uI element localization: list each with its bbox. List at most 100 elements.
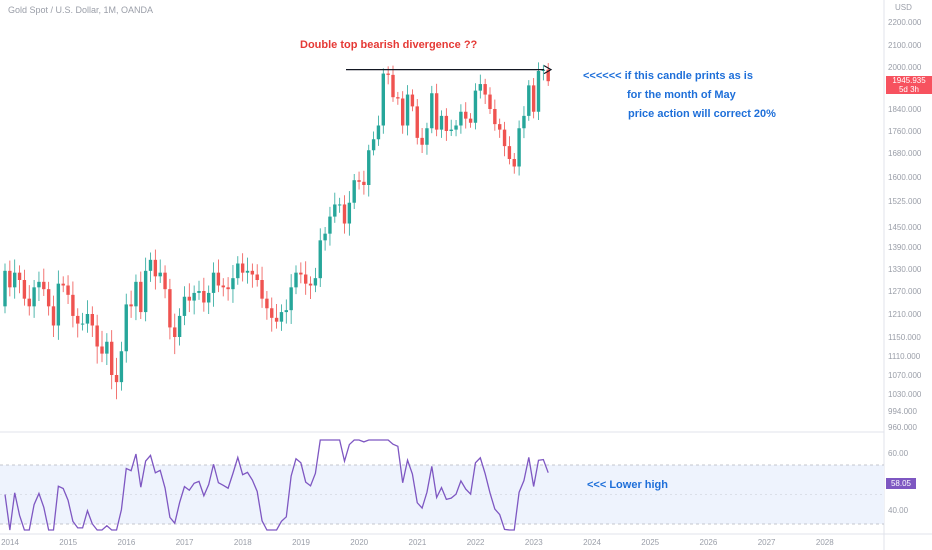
candle-body xyxy=(270,308,274,318)
year-tick: 2023 xyxy=(525,538,543,547)
price-tick: 2000.000 xyxy=(888,63,922,72)
candle-body xyxy=(105,341,109,354)
candle-body xyxy=(459,111,463,126)
candle-body xyxy=(221,285,225,288)
candle-body xyxy=(498,124,502,130)
divergence-annotation: Double top bearish divergence ?? xyxy=(300,39,478,51)
price-tick: 1330.000 xyxy=(888,265,922,274)
candle-body xyxy=(381,73,385,126)
symbol-title: Gold Spot / U.S. Dollar, 1M, OANDA xyxy=(8,5,154,15)
candle-body xyxy=(430,93,434,129)
candle-body xyxy=(46,289,51,307)
candle-body xyxy=(187,296,191,301)
candle-body xyxy=(211,272,216,293)
candle-body xyxy=(342,204,347,224)
candle-body xyxy=(42,281,46,290)
year-tick: 2017 xyxy=(176,538,194,547)
candle-body xyxy=(444,115,449,131)
price-tick: 1150.000 xyxy=(888,333,921,342)
candle-body xyxy=(66,285,70,295)
year-tick: 2014 xyxy=(1,538,19,547)
candle-body xyxy=(425,128,429,145)
candle-body xyxy=(386,73,390,75)
candles xyxy=(3,62,550,400)
price-tick: 1210.000 xyxy=(888,310,922,319)
annotation-line-1: <<<<<< if this candle prints as is xyxy=(583,70,753,82)
price-tick: 1450.000 xyxy=(888,223,922,232)
candle-body xyxy=(323,233,327,241)
price-tick: 2200.000 xyxy=(888,18,922,27)
candle-body xyxy=(294,272,298,288)
last-price-value: 1945.935 xyxy=(892,76,926,85)
candle-body xyxy=(90,314,94,326)
candle-body xyxy=(95,325,99,347)
candle-body xyxy=(313,278,318,286)
candle-body xyxy=(357,180,361,182)
annotation-line-3: price action will correct 20% xyxy=(628,108,776,120)
candle-body xyxy=(289,287,293,311)
candle-body xyxy=(173,327,177,337)
candle-body xyxy=(207,292,211,303)
candle-body xyxy=(17,272,22,280)
candle-body xyxy=(274,317,279,322)
candle-body xyxy=(478,84,482,91)
candle-body xyxy=(512,159,516,167)
candle-body xyxy=(27,298,31,307)
candle-body xyxy=(13,272,17,288)
candle-body xyxy=(8,270,12,288)
last-price-tag: 1945.935 5d 3h xyxy=(886,76,932,94)
candle-body xyxy=(153,259,158,277)
rsi-pane: 60.00 40.00 xyxy=(0,439,909,531)
candle-body xyxy=(362,181,366,185)
candle-body xyxy=(202,291,206,303)
candle-body xyxy=(56,283,61,326)
rsi-annotation: <<< Lower high xyxy=(587,479,668,491)
year-tick: 2021 xyxy=(409,538,427,547)
price-tick: 2100.000 xyxy=(888,41,922,50)
candle-body xyxy=(216,272,221,286)
candle-body xyxy=(391,74,395,98)
candle-body xyxy=(352,180,356,203)
candle-body xyxy=(119,351,124,383)
candle-body xyxy=(304,274,308,284)
candle-body xyxy=(464,111,468,119)
candle-body xyxy=(531,85,536,112)
candle-body xyxy=(367,150,371,185)
candle-body xyxy=(114,375,119,383)
candle-body xyxy=(260,280,264,299)
candle-body xyxy=(449,129,453,131)
candle-body xyxy=(139,281,143,313)
candle-body xyxy=(328,216,332,234)
currency-label: USD xyxy=(895,3,912,12)
year-tick: 2027 xyxy=(758,538,776,547)
year-tick: 2020 xyxy=(350,538,368,547)
candle-body xyxy=(546,69,550,82)
candle-body xyxy=(231,278,235,290)
candle-body xyxy=(71,294,75,316)
candle-body xyxy=(468,118,473,123)
candle-body xyxy=(337,204,342,206)
candle-body xyxy=(124,304,128,352)
candle-body xyxy=(502,129,507,147)
candle-body xyxy=(134,281,138,307)
candle-body xyxy=(51,306,56,326)
price-tick: 1680.000 xyxy=(888,149,922,158)
time-axis[interactable]: 2014 2015 2016 2017 2018 2019 2020 2021 2022 2023… xyxy=(1,538,834,547)
bar-countdown: 5d 3h xyxy=(898,85,920,94)
price-axis[interactable]: USD 2200.000 2100.000 2000.000 1840.000 1760.… xyxy=(888,3,922,432)
divergence-arrowhead xyxy=(543,65,553,75)
candle-body xyxy=(158,272,162,277)
candle-body xyxy=(420,137,424,145)
year-tick: 2022 xyxy=(467,538,485,547)
annotation-line-2: for the month of May xyxy=(627,89,736,101)
candle-body xyxy=(522,115,526,129)
candle-body xyxy=(318,240,322,279)
year-tick: 2018 xyxy=(234,538,252,547)
price-tick: 1840.000 xyxy=(888,105,922,114)
price-tick: 1390.000 xyxy=(888,243,922,252)
price-tick: 1525.000 xyxy=(888,197,922,206)
candle-body xyxy=(410,94,415,107)
candle-body xyxy=(143,270,148,313)
year-tick: 2015 xyxy=(59,538,77,547)
